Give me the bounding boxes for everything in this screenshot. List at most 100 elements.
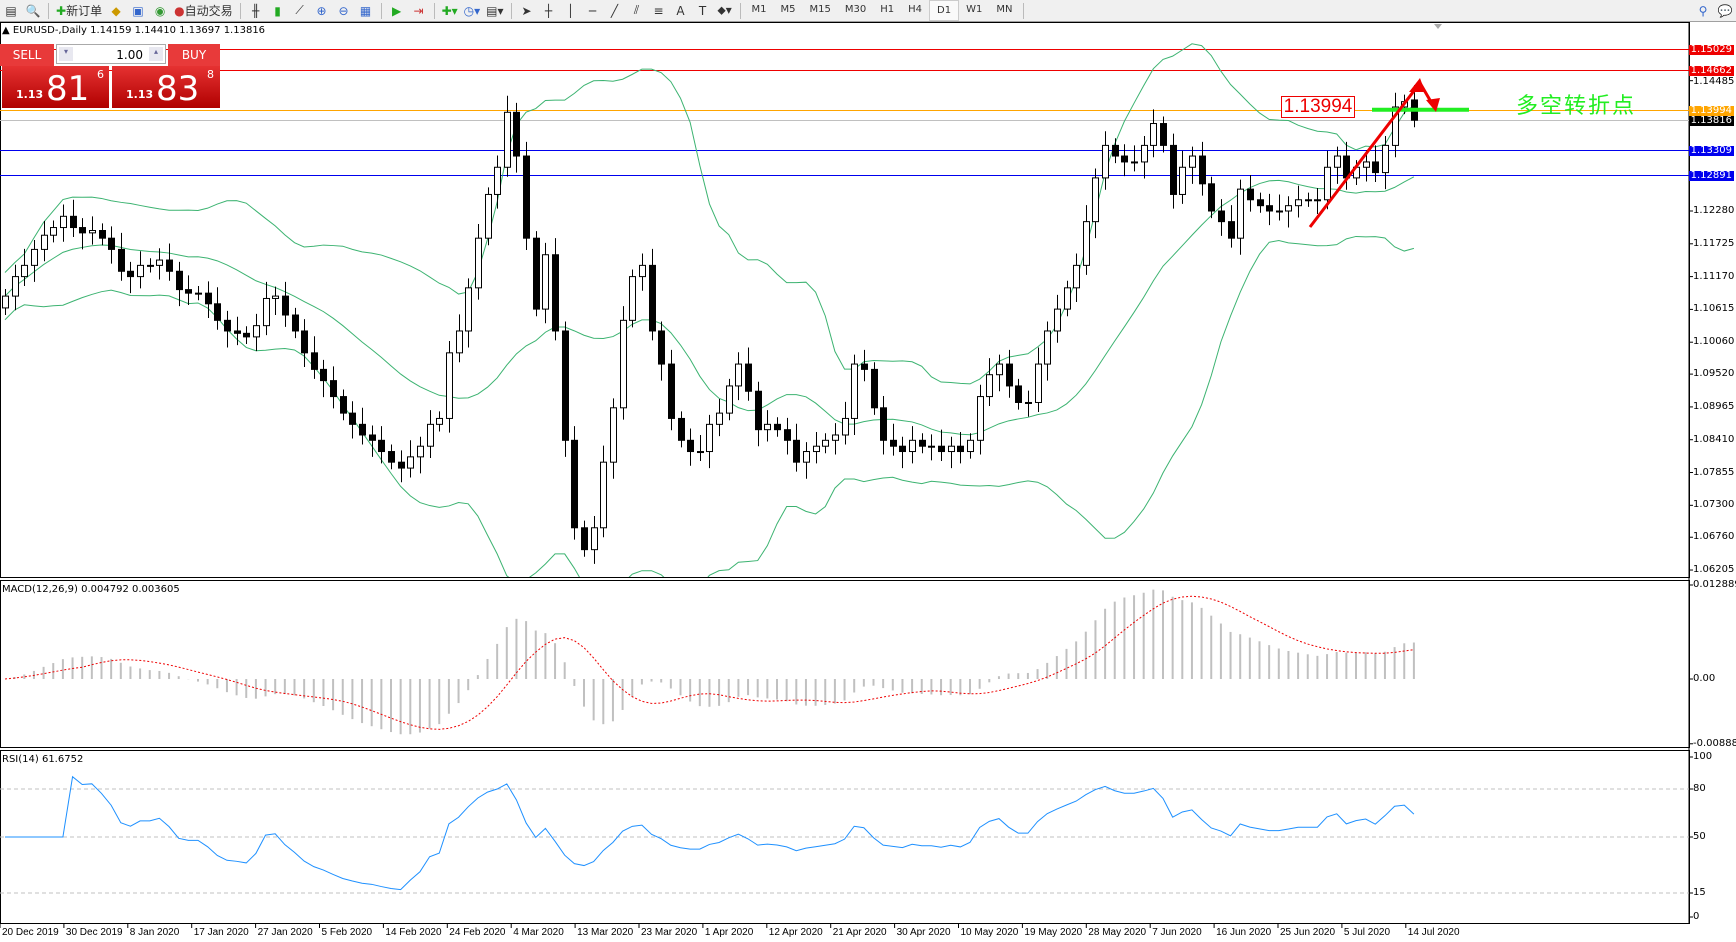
date-label: 19 May 2020 <box>1024 927 1083 938</box>
price-tick-label: 1.06205 <box>1693 564 1735 575</box>
timeframe-m30[interactable]: M30 <box>844 4 867 15</box>
candle-body <box>320 368 327 382</box>
buy-button[interactable]: BUY <box>168 44 220 66</box>
candle <box>1044 321 1051 381</box>
candle <box>1054 294 1061 343</box>
timeframe-mn[interactable]: MN <box>996 4 1013 15</box>
line-chart-icon[interactable]: ⟋ <box>295 3 304 17</box>
date-label: 10 May 2020 <box>960 927 1019 938</box>
candle <box>1228 205 1235 248</box>
crosshair-icon[interactable]: ┼ <box>544 3 553 18</box>
candle-body <box>301 330 308 354</box>
candle-body <box>1112 144 1119 157</box>
candle <box>1382 135 1389 190</box>
timeframe-m1[interactable]: M1 <box>751 4 767 15</box>
sell-button[interactable]: SELL <box>0 44 54 66</box>
candle-body <box>822 439 829 447</box>
candle <box>571 426 578 540</box>
tile-windows-icon[interactable]: ▦ <box>359 3 372 18</box>
timeframe-m5[interactable]: M5 <box>780 4 796 15</box>
chat-icon[interactable]: 💬 <box>1717 3 1733 18</box>
buy-price[interactable]: 1.13 83 8 <box>112 66 220 108</box>
candle-body <box>427 423 434 447</box>
candle <box>957 432 964 464</box>
price-annotation-label[interactable]: 1.13994 <box>1281 96 1355 118</box>
candle <box>1083 205 1090 275</box>
toolbar-separator <box>1023 2 1025 19</box>
zoom-in-icon[interactable]: ⊕ <box>316 3 327 18</box>
candle-body <box>1083 221 1090 266</box>
templates-icon[interactable]: ▤▾ <box>486 3 504 18</box>
metaeditor-icon[interactable]: ◆ <box>111 3 121 18</box>
cursor-icon[interactable]: ➤ <box>521 3 532 18</box>
candle <box>639 253 646 291</box>
candle <box>89 216 96 245</box>
candle-body <box>137 264 144 278</box>
candle <box>301 319 308 368</box>
level-price-tag: 1.14662 <box>1689 65 1734 76</box>
candle-body <box>234 330 241 334</box>
toolbar-separator <box>239 2 241 19</box>
indicators-icon[interactable]: ✚▾ <box>441 3 458 18</box>
candle <box>1208 176 1215 219</box>
reversal-point-annotation[interactable]: 多空转折点 <box>1516 94 1637 119</box>
new-order-button[interactable]: ✚ 新订单 <box>53 1 105 20</box>
candle-body <box>1170 144 1177 195</box>
arrows-icon[interactable]: ⬥▾ <box>717 3 732 17</box>
text-icon[interactable]: A <box>676 3 685 18</box>
candlestick-icon[interactable]: ▮ <box>274 3 281 18</box>
candle <box>697 434 704 461</box>
terminal-icon[interactable]: ▣ <box>132 3 144 18</box>
zoom-chart-icon[interactable]: 🔍 <box>25 3 41 18</box>
candle <box>185 275 192 305</box>
candle-body <box>1372 161 1379 174</box>
fibonacci-icon[interactable]: ≡ <box>653 3 664 18</box>
date-label: 28 May 2020 <box>1088 927 1147 938</box>
autoscroll-icon[interactable]: ▶ <box>391 3 402 18</box>
candle-body <box>1044 330 1051 365</box>
vertical-line-icon[interactable]: │ <box>566 3 575 18</box>
auto-trading-button[interactable]: ● 自动交易 <box>171 1 236 20</box>
timeframe-d1[interactable]: D1 <box>929 0 960 21</box>
timeframe-h1[interactable]: H1 <box>880 4 895 15</box>
candle <box>1170 133 1177 209</box>
candle <box>880 395 887 455</box>
equidistant-channel-icon[interactable]: ⫽ <box>633 3 640 17</box>
lot-size-stepper[interactable]: ▾ 1.00 ▴ <box>56 44 166 64</box>
lot-size-value[interactable]: 1.00 <box>116 48 143 62</box>
horizontal-line-icon[interactable]: ─ <box>588 3 597 18</box>
candle <box>1257 192 1264 213</box>
candle-body <box>1382 144 1389 174</box>
new-chart-icon[interactable]: ▤ <box>5 3 17 18</box>
sell-price[interactable]: 1.13 81 6 <box>2 66 109 108</box>
price-tick-label: 1.07300 <box>1693 499 1735 510</box>
lot-decrease-icon[interactable]: ▾ <box>59 47 73 61</box>
candle-body <box>311 352 318 370</box>
timeframe-m15[interactable]: M15 <box>809 4 831 15</box>
periods-icon[interactable]: ◷▾ <box>463 3 481 18</box>
candle <box>272 286 279 316</box>
candle-body <box>446 352 453 419</box>
candle-body <box>1150 123 1157 146</box>
chart-shift-icon[interactable]: ⇥ <box>413 3 424 18</box>
candle <box>658 321 665 381</box>
date-label: 27 Jan 2020 <box>257 927 313 938</box>
candle <box>832 423 839 455</box>
zoom-out-icon[interactable]: ⊖ <box>338 3 349 18</box>
text-label-icon[interactable]: T <box>698 3 707 18</box>
timeframe-h4[interactable]: H4 <box>908 4 923 15</box>
candle <box>1237 179 1244 255</box>
lot-increase-icon[interactable]: ▴ <box>149 47 163 61</box>
candle <box>407 440 414 478</box>
candle-body <box>813 445 820 453</box>
trendline-icon[interactable]: ╱ <box>610 3 619 18</box>
candle-body <box>957 445 964 453</box>
bar-chart-icon[interactable]: ╫ <box>251 3 260 18</box>
candle <box>359 407 366 445</box>
timeframe-w1[interactable]: W1 <box>966 4 983 15</box>
candle-body <box>359 423 366 436</box>
candle-body <box>1121 155 1128 163</box>
signal-icon[interactable]: ◉ <box>154 3 166 18</box>
search-icon[interactable]: ⚲ <box>1698 3 1708 18</box>
